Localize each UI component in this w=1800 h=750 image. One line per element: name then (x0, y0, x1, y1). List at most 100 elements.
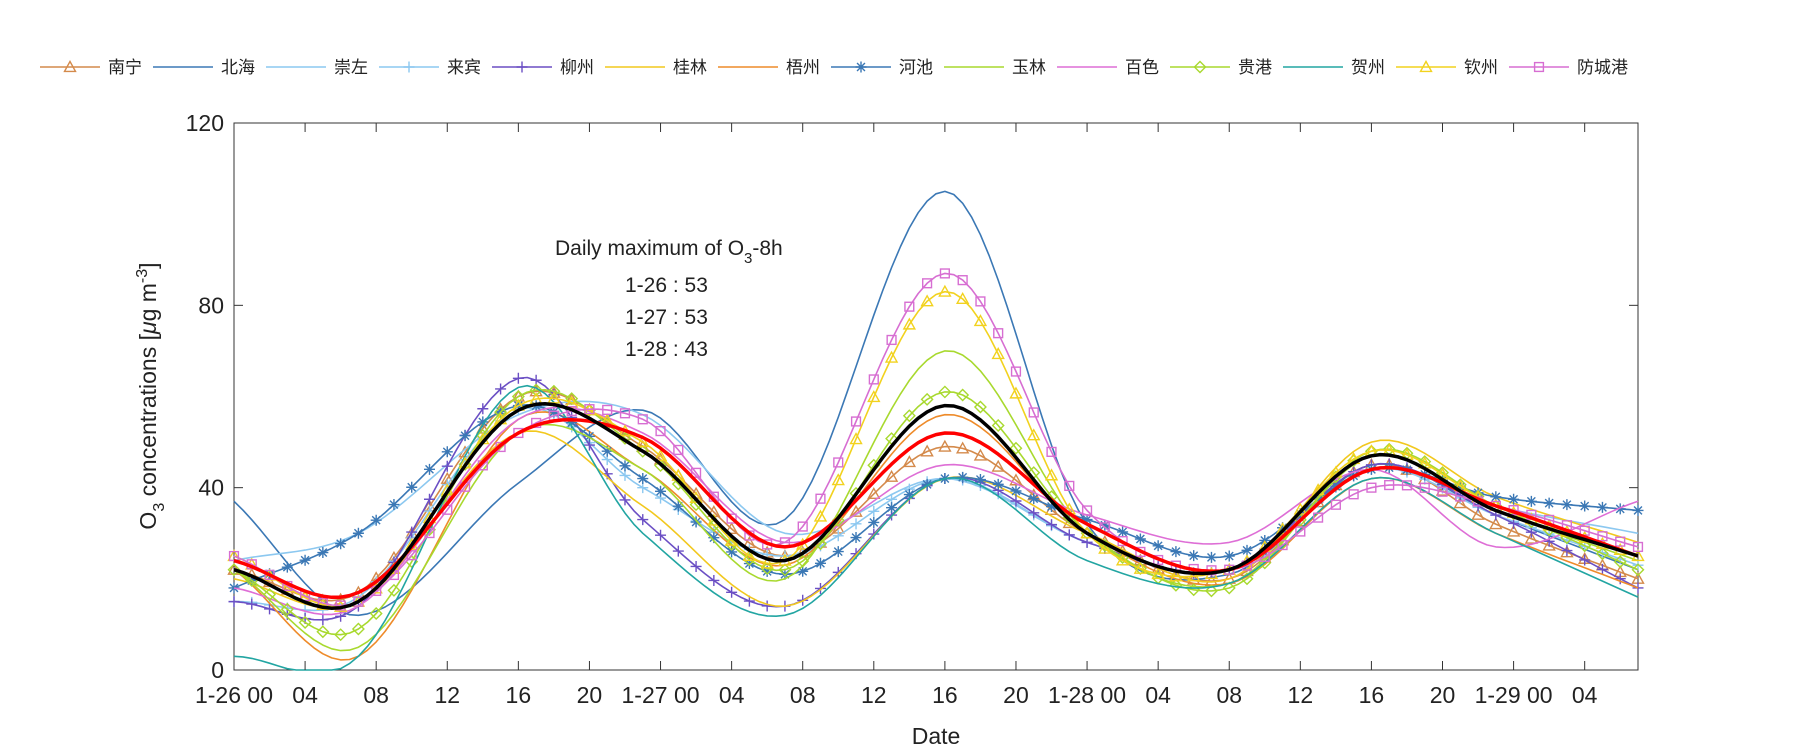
data-point (975, 296, 986, 307)
data-point (672, 545, 684, 557)
data-point (939, 268, 950, 279)
x-tick-label: 16 (932, 682, 958, 708)
data-point (317, 614, 329, 626)
x-tick-label: 04 (1572, 682, 1598, 708)
data-point (653, 449, 668, 462)
legend-marker (63, 60, 77, 73)
series-line (233, 384, 1639, 671)
data-point (868, 516, 880, 528)
data-point (673, 444, 684, 456)
legend-marker (1193, 60, 1207, 74)
data-point (619, 460, 631, 472)
legend-label: 防城港 (1577, 58, 1628, 77)
data-point (619, 408, 631, 419)
data-point (726, 586, 738, 598)
data-point (637, 414, 648, 425)
data-point (1542, 538, 1556, 551)
legend-item-南宁: 南宁 (40, 58, 142, 77)
data-point (637, 473, 649, 485)
data-point (922, 278, 933, 289)
x-tick-label: 12 (434, 682, 460, 708)
data-point (512, 372, 524, 384)
data-point (1081, 505, 1093, 516)
legend-label: 百色 (1125, 58, 1159, 77)
annotation-title-suffix: -8h (752, 237, 782, 260)
legend: 南宁 北海 崇左 来宾 柳州 桂林 梧州 河池 玉林 百色 贵港 贺州 钦州 防城港 (40, 58, 1628, 77)
data-point (867, 390, 881, 403)
data-point (1578, 539, 1592, 553)
data-point (227, 563, 241, 577)
data-point (973, 314, 988, 327)
data-point (1543, 497, 1555, 509)
annotation-line-2: 1-27 : 53 (625, 306, 708, 329)
legend-item-贺州: 贺州 (1283, 58, 1385, 77)
legend-label: 贺州 (1351, 58, 1385, 77)
legend-item-防城港: 防城港 (1509, 58, 1628, 77)
data-point (1099, 519, 1111, 531)
data-point (1614, 503, 1626, 515)
data-point (1561, 545, 1573, 557)
data-point (1188, 550, 1200, 562)
data-point (584, 404, 595, 415)
data-point (850, 416, 862, 427)
data-point (726, 546, 738, 558)
data-point (993, 328, 1004, 339)
annotation-line-3: 1-28 : 43 (625, 338, 708, 361)
data-point (849, 432, 863, 445)
x-tick-label: 04 (719, 682, 745, 708)
data-point (494, 405, 508, 419)
data-point (477, 403, 489, 415)
data-point (742, 548, 757, 562)
data-point (264, 603, 276, 615)
data-point (477, 416, 489, 428)
legend-label: 桂林 (673, 58, 707, 77)
data-point (1027, 428, 1041, 441)
data-point (299, 554, 311, 566)
y-label-middle: concentrations [ (135, 333, 161, 502)
data-point (690, 560, 702, 572)
data-point (868, 505, 880, 517)
data-point (672, 500, 684, 512)
data-point (973, 400, 987, 414)
legend-label: 河池 (899, 58, 933, 77)
data-point (1009, 473, 1023, 486)
data-point (957, 471, 969, 483)
data-point (548, 406, 560, 418)
data-point (317, 547, 329, 559)
data-point (601, 445, 613, 457)
data-point (655, 529, 667, 541)
legend-item-贵港: 贵港 (1170, 58, 1272, 77)
data-point (1277, 522, 1289, 534)
series-line (233, 407, 1639, 612)
data-point (884, 469, 899, 482)
annotation-title-prefix: Daily maximum of O (555, 237, 744, 260)
data-point (1490, 491, 1502, 503)
x-axis-label: Date (912, 723, 961, 749)
data-point (1419, 482, 1430, 493)
legend-item-北海: 北海 (153, 58, 255, 77)
data-point (565, 392, 579, 406)
data-point (566, 417, 578, 429)
data-point (708, 532, 720, 544)
data-point (743, 558, 755, 570)
y-tick-label: 120 (186, 110, 224, 136)
data-point (334, 628, 348, 642)
data-point (1152, 540, 1164, 552)
data-point (797, 565, 809, 577)
data-point (760, 562, 774, 576)
legend-item-百色: 百色 (1057, 58, 1159, 77)
data-point (761, 600, 773, 612)
data-point (1010, 366, 1022, 377)
data-point (1330, 499, 1341, 510)
data-point (1613, 555, 1627, 569)
data-point (1596, 563, 1608, 575)
data-point (831, 513, 845, 527)
data-point (602, 404, 613, 416)
legend-item-钦州: 钦州 (1396, 58, 1498, 77)
legend-item-梧州: 梧州 (718, 58, 820, 77)
data-point (316, 625, 330, 639)
legend-label: 钦州 (1464, 58, 1498, 77)
legend-label: 南宁 (108, 58, 142, 77)
data-point (441, 446, 453, 458)
data-point (495, 383, 507, 395)
